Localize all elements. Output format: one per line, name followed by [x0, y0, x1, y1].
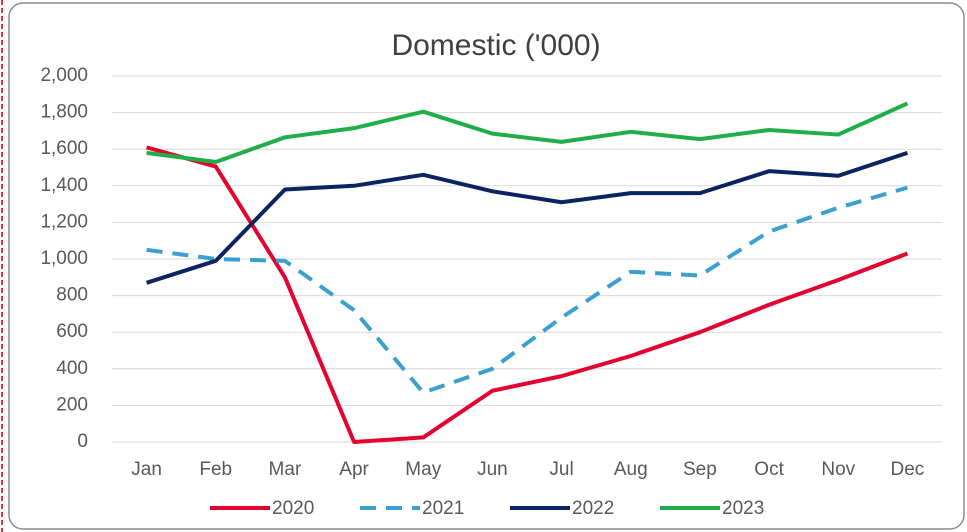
- x-tick-label: Jan: [131, 459, 162, 480]
- y-tick-label: 800: [56, 285, 88, 306]
- legend-label: 2022: [572, 498, 614, 519]
- legend-label: 2020: [272, 498, 314, 519]
- x-tick-label: Feb: [199, 459, 232, 480]
- x-tick-label: Nov: [821, 459, 855, 480]
- x-tick-label: Apr: [339, 459, 369, 480]
- y-tick-label: 1,200: [40, 211, 88, 232]
- series-line: [146, 185, 908, 395]
- x-tick-label: Jun: [477, 459, 508, 480]
- series-line: [146, 101, 909, 165]
- x-tick-label: Sep: [683, 459, 717, 480]
- legend-label: 2021: [422, 498, 464, 519]
- y-tick-label: 400: [56, 358, 88, 379]
- series-line: [145, 150, 909, 285]
- x-tick-label: May: [405, 459, 441, 480]
- chart-frame: [8, 2, 965, 530]
- legend-label: 2023: [722, 498, 764, 519]
- y-tick-label: 2,000: [40, 65, 88, 86]
- y-tick-label: 1,800: [40, 102, 88, 123]
- x-tick-label: Dec: [891, 459, 925, 480]
- y-tick-label: 0: [77, 431, 88, 452]
- chart-title: Domestic ('000): [391, 29, 600, 62]
- x-tick-label: Aug: [614, 459, 648, 480]
- y-tick-label: 1,600: [40, 138, 88, 159]
- y-tick-label: 1,400: [40, 175, 88, 196]
- y-tick-label: 1,000: [40, 248, 88, 269]
- x-tick-label: Jul: [549, 459, 573, 480]
- y-tick-label: 600: [56, 321, 88, 342]
- x-tick-label: Oct: [754, 459, 784, 480]
- series-line: [146, 145, 909, 444]
- x-tick-label: Mar: [269, 459, 302, 480]
- y-tick-label: 200: [56, 394, 88, 415]
